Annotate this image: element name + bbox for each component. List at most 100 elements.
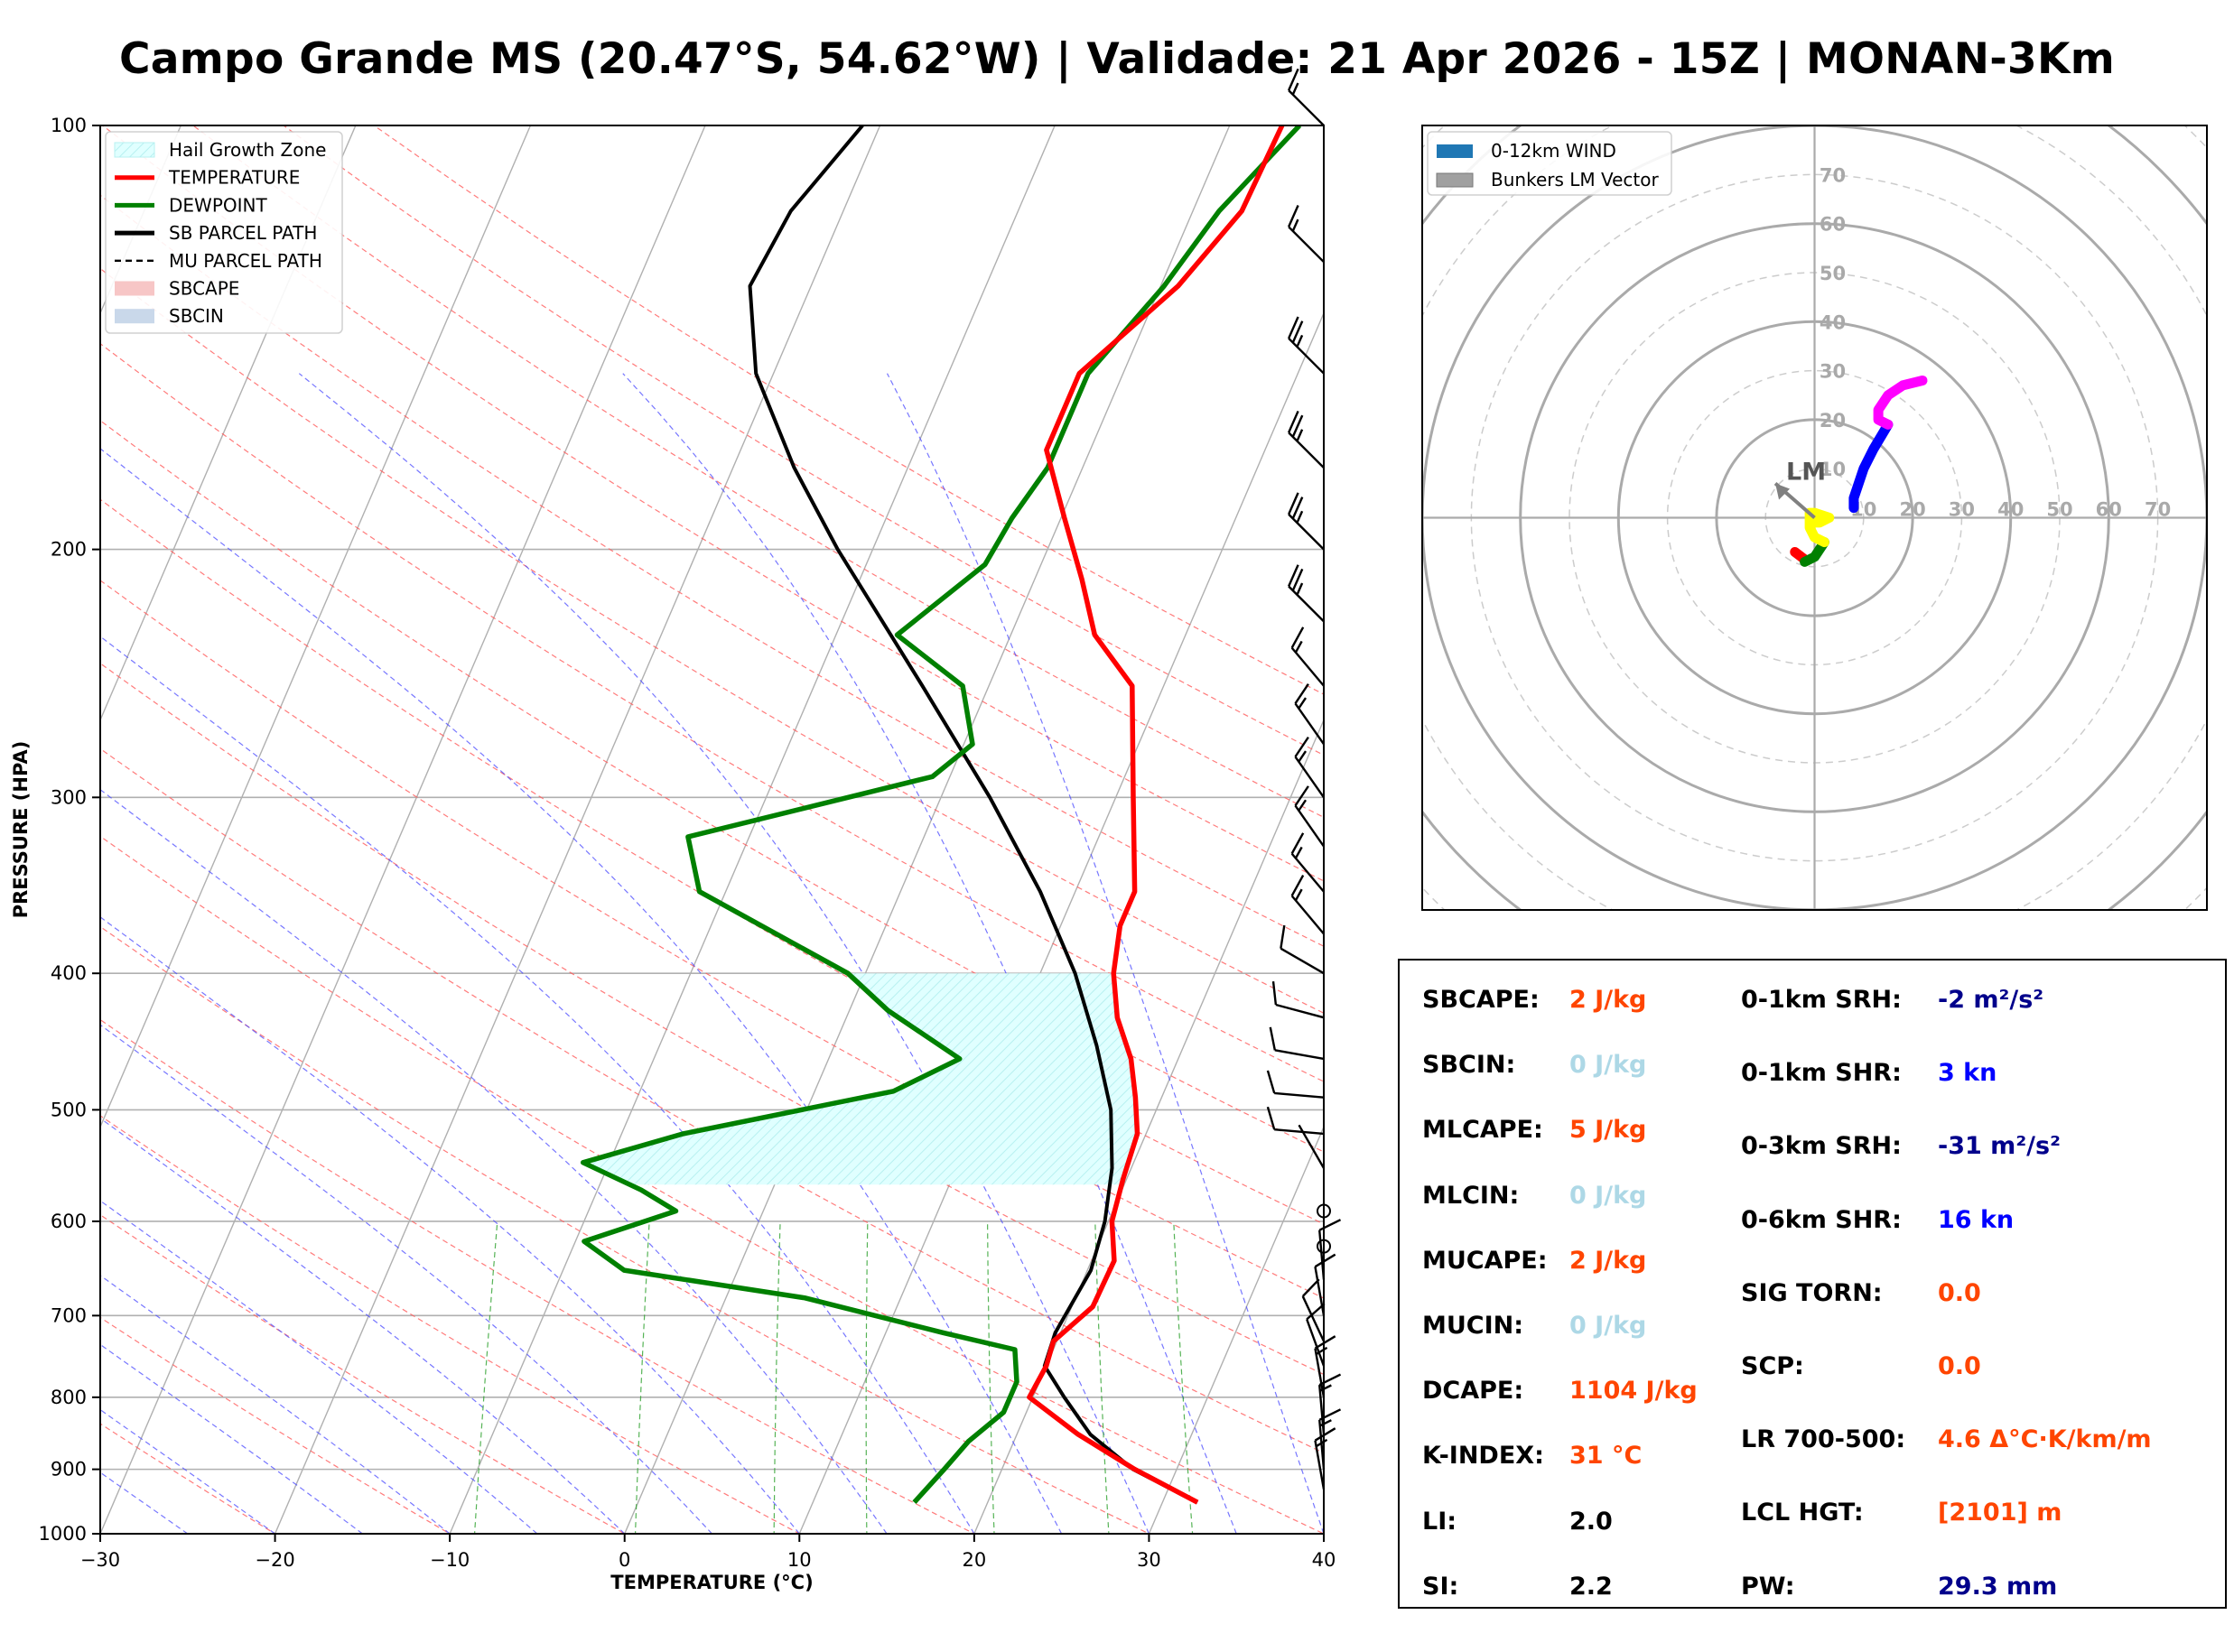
wind-barb — [1318, 1373, 1342, 1434]
mixing-ratio-line — [986, 1220, 995, 1534]
index-label: 0-1km SRH: — [1741, 986, 1902, 1014]
bunkers-lm-arrowhead — [1775, 483, 1791, 500]
mixing-ratio-line — [1173, 1220, 1194, 1534]
index-label: 0-3km SRH: — [1741, 1132, 1902, 1161]
moist-adiabat-line — [100, 788, 888, 1534]
wind-barb — [1288, 68, 1325, 126]
y-tick-label: 700 — [51, 1304, 87, 1326]
hodograph-ring-label: 20 — [1820, 410, 1846, 432]
wind-barb — [1288, 316, 1325, 375]
mixing-ratio-line — [634, 1220, 650, 1534]
y-tick-label: 900 — [51, 1459, 87, 1480]
skewt-background-lines — [100, 125, 1324, 1534]
index-label: SCP: — [1741, 1352, 1804, 1380]
index-label: LI: — [1422, 1507, 1457, 1536]
isotherm-line — [623, 125, 1231, 1534]
hodograph-segment — [1848, 419, 1894, 514]
dry-adiabat-line — [100, 663, 1324, 1376]
mixing-ratio-line — [1094, 1220, 1110, 1534]
y-tick-label: 500 — [51, 1099, 87, 1120]
wind-barb — [1294, 785, 1325, 848]
moist-adiabat-line — [100, 1117, 626, 1534]
index-value: 31 °C — [1569, 1442, 1643, 1471]
index-label: SBCAPE: — [1422, 986, 1540, 1014]
hodograph-legend-box — [1427, 131, 1672, 196]
series-sb-parcel-path — [748, 125, 1199, 1504]
x-tick-label: −30 — [80, 1549, 120, 1571]
wind-barb — [1318, 1219, 1342, 1280]
hodograph-legend-entry: 0-12km WIND — [1437, 140, 1616, 162]
wind-barb — [1266, 1106, 1325, 1136]
mixing-ratio-line — [773, 1220, 781, 1534]
index-label: MUCAPE: — [1422, 1246, 1548, 1275]
index-label: SIG TORN: — [1741, 1278, 1883, 1307]
dry-adiabat-line — [100, 1214, 626, 1534]
hodograph-ring-label: 40 — [1997, 499, 2024, 521]
dry-adiabat-line — [100, 925, 1150, 1534]
wind-barb — [1288, 205, 1325, 264]
index-label: DCAPE: — [1422, 1377, 1524, 1406]
wind-barbs — [1266, 68, 1342, 1490]
mixing-ratio-line — [473, 1220, 498, 1534]
index-value: 16 kn — [1938, 1205, 2015, 1234]
hodograph-legend-entry: Bunkers LM Vector — [1436, 169, 1660, 190]
x-tick-label: 10 — [787, 1549, 812, 1571]
legend-entry: MU PARCEL PATH — [115, 250, 322, 272]
wind-barb — [1266, 1070, 1325, 1099]
series-temperature — [1027, 125, 1285, 1505]
wind-barb — [1294, 736, 1325, 798]
moist-adiabat-line — [100, 636, 975, 1534]
wind-barb — [1288, 492, 1325, 551]
dry-adiabat-line — [102, 125, 1324, 882]
wind-barb — [1306, 1303, 1326, 1367]
x-axis-label: TEMPERATURE (°C) — [610, 1572, 813, 1593]
calm-wind-marker — [1317, 1203, 1331, 1219]
dry-adiabat-line — [192, 125, 1324, 819]
hodograph-ring-label: 60 — [2096, 499, 2122, 521]
y-tick-label: 800 — [51, 1387, 87, 1408]
hodograph-ring — [1226, 0, 2234, 1106]
legend-entry: TEMPERATURE — [115, 167, 300, 189]
wind-barb — [1314, 1427, 1336, 1490]
wind-barb — [1271, 980, 1325, 1019]
dry-adiabat-line — [283, 125, 1324, 756]
moist-adiabat-line — [100, 1024, 712, 1534]
wind-barb — [1318, 1408, 1342, 1470]
y-tick-label: 400 — [51, 962, 87, 984]
wind-barb — [1288, 410, 1325, 469]
y-tick-label: 1000 — [39, 1523, 87, 1545]
index-value: -31 m²/s² — [1938, 1132, 2061, 1161]
index-value: [2101] m — [1938, 1499, 2062, 1527]
index-value: 2 J/kg — [1569, 1246, 1647, 1275]
hodograph-ring-label: 70 — [2145, 499, 2171, 521]
index-value: 0 J/kg — [1569, 1312, 1647, 1340]
dry-adiabat-line — [100, 1115, 801, 1534]
hodograph-ring-label: 10 — [1820, 459, 1846, 480]
chart-title: Campo Grande MS (20.47°S, 54.62°W) | Val… — [118, 34, 2116, 84]
y-tick-label: 100 — [51, 115, 87, 136]
svg-text:TEMPERATURE: TEMPERATURE — [168, 167, 300, 189]
hodograph-series: LM — [1773, 376, 1928, 567]
hodograph-segment — [1804, 507, 1835, 548]
index-value: 0 J/kg — [1569, 1051, 1647, 1080]
wind-barb — [1294, 683, 1325, 746]
index-value: 29.3 mm — [1938, 1572, 2058, 1601]
index-label: LCL HGT: — [1741, 1499, 1864, 1527]
isotherm-line — [100, 125, 706, 1534]
svg-text:SB PARCEL PATH: SB PARCEL PATH — [169, 222, 317, 244]
hail-growth-zone — [582, 973, 1138, 1185]
index-label: 0-6km SHR: — [1741, 1205, 1902, 1234]
legend-entry: SB PARCEL PATH — [115, 222, 317, 244]
svg-text:Hail Growth Zone: Hail Growth Zone — [169, 139, 326, 161]
index-label: SI: — [1422, 1572, 1459, 1601]
wind-barb — [1290, 626, 1325, 687]
index-label: MLCIN: — [1422, 1181, 1520, 1210]
index-label: K-INDEX: — [1422, 1442, 1544, 1471]
wind-barb — [1290, 832, 1325, 893]
calm-wind-marker — [1317, 1239, 1331, 1254]
bunkers-lm-label: LM — [1786, 458, 1826, 486]
moist-adiabat-line — [298, 373, 1150, 1534]
wind-barb — [1280, 924, 1325, 975]
moist-adiabat-line — [100, 1343, 363, 1534]
